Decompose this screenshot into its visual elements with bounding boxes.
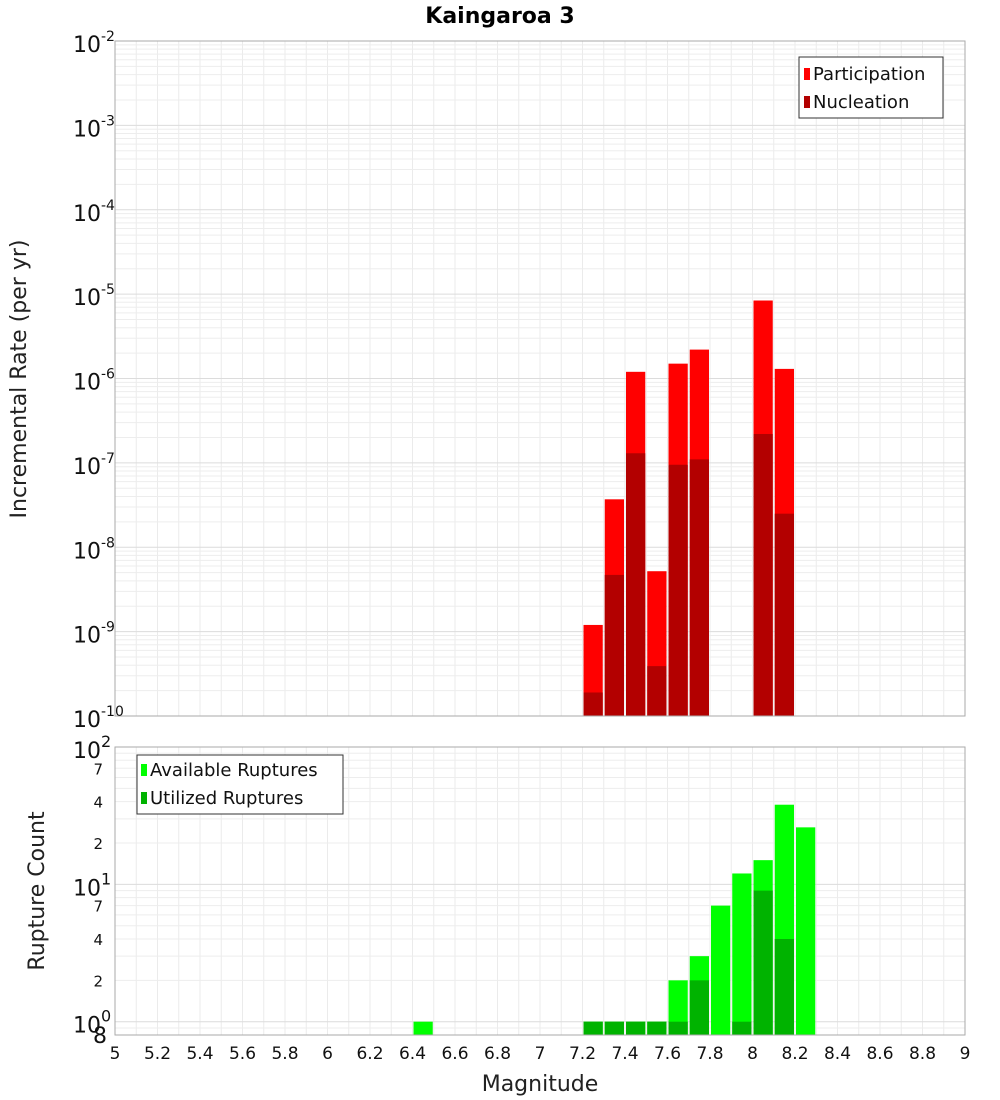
bottom-y-tick-label: 100 bbox=[73, 1007, 111, 1039]
bottom-y-minor-label: 2 bbox=[93, 972, 103, 990]
x-tick-label: 5 bbox=[110, 1044, 121, 1064]
x-tick-label: 6.6 bbox=[441, 1044, 468, 1064]
bottom-y-tick-label: 101 bbox=[73, 869, 111, 901]
bottom-y-tick-label: 102 bbox=[73, 732, 111, 764]
top-plot-frame bbox=[114, 40, 966, 717]
top-bar-s2 bbox=[689, 459, 709, 716]
top-y-tick-label: 10-7 bbox=[73, 451, 115, 480]
bottom-y-minor-label: 8 bbox=[93, 1024, 107, 1049]
top-y-tick-label: 10-6 bbox=[73, 367, 115, 396]
top-panel: 10-10 10-9 10-8 10-7 10-6 10-5 10-4 10-3 10-2 Par… bbox=[73, 29, 966, 733]
x-tick-label: 8.2 bbox=[781, 1044, 808, 1064]
top-y-tick-label: 10-10 bbox=[73, 704, 124, 733]
bottom-bar-s2 bbox=[604, 1021, 624, 1035]
bottom-bar-s2 bbox=[647, 1021, 667, 1035]
x-tick-label: 6.8 bbox=[484, 1044, 511, 1064]
x-tick-label: 5.6 bbox=[229, 1044, 256, 1064]
bottom-y-minor-label: 7 bbox=[93, 898, 103, 916]
bottom-bar-s1 bbox=[413, 1021, 433, 1035]
x-axis-title: Magnitude bbox=[482, 1072, 599, 1097]
x-tick-label: 7 bbox=[535, 1044, 546, 1064]
bottom-y-minor-label: 2 bbox=[93, 835, 103, 853]
bottom-bar-s2 bbox=[626, 1021, 646, 1035]
top-legend-label: Participation bbox=[813, 64, 925, 85]
chart-title: Kaingaroa 3 bbox=[425, 4, 574, 29]
top-y-tick-label: 10-3 bbox=[73, 113, 115, 142]
top-bar-s2 bbox=[647, 666, 667, 716]
bottom-bar-s1 bbox=[796, 827, 816, 1035]
top-legend-swatch bbox=[804, 68, 810, 80]
bottom-panel: 100 101 102 8 2 4 7 2 4 7 Available Ruptures Utiliz… bbox=[73, 732, 970, 1064]
x-tick-label: 7.4 bbox=[611, 1044, 638, 1064]
x-tick-label: 8.6 bbox=[866, 1044, 893, 1064]
x-tick-label: 5.8 bbox=[271, 1044, 298, 1064]
bottom-bar-s1 bbox=[668, 980, 688, 1035]
bottom-bar-s1 bbox=[732, 873, 752, 1035]
bottom-bar-s2 bbox=[753, 890, 773, 1035]
bottom-bar-s2 bbox=[732, 1021, 752, 1035]
x-tick-label: 6.2 bbox=[356, 1044, 383, 1064]
x-tick-label: 7.8 bbox=[696, 1044, 723, 1064]
x-tick-label: 5.2 bbox=[144, 1044, 171, 1064]
top-y-tick-label: 10-4 bbox=[73, 198, 115, 227]
bottom-legend-box bbox=[136, 754, 344, 815]
bottom-plot-frame bbox=[114, 746, 966, 1036]
top-bar-s2 bbox=[753, 433, 773, 716]
top-legend-label: Nucleation bbox=[813, 92, 909, 113]
x-tick-label: 8 bbox=[747, 1044, 758, 1064]
x-tick-label: 6.4 bbox=[399, 1044, 426, 1064]
bottom-y-minor-label: 4 bbox=[93, 794, 103, 812]
top-bar-s2 bbox=[668, 464, 688, 716]
x-tick-label: 5.4 bbox=[186, 1044, 213, 1064]
top-legend-box bbox=[798, 56, 944, 119]
top-y-tick-label: 10-8 bbox=[73, 535, 115, 564]
bottom-legend-swatch bbox=[141, 764, 147, 776]
bottom-legend-swatch bbox=[141, 792, 147, 804]
top-bar-s2 bbox=[604, 574, 624, 716]
bottom-bar-s2 bbox=[583, 1021, 603, 1035]
bottom-y-minor-label: 7 bbox=[93, 760, 103, 778]
bottom-legend-label: Utilized Ruptures bbox=[150, 788, 303, 809]
top-y-tick-label: 10-5 bbox=[73, 282, 115, 311]
bottom-legend-label: Available Ruptures bbox=[150, 760, 318, 781]
top-bar-s2 bbox=[774, 513, 794, 716]
top-bar-s2 bbox=[626, 453, 646, 716]
bottom-y-minor-label: 4 bbox=[93, 931, 103, 949]
x-tick-label: 9 bbox=[960, 1044, 971, 1064]
top-y-tick-label: 10-9 bbox=[73, 620, 115, 649]
bottom-y-axis-title: Rupture Count bbox=[25, 811, 50, 971]
bottom-bar-s1 bbox=[711, 905, 731, 1035]
bottom-bar-s2 bbox=[689, 980, 709, 1035]
top-y-axis-title: Incremental Rate (per yr) bbox=[7, 240, 32, 519]
top-legend-swatch bbox=[804, 96, 810, 108]
top-bar-s2 bbox=[583, 692, 603, 716]
bottom-bar-s2 bbox=[668, 1021, 688, 1035]
x-tick-label: 7.2 bbox=[569, 1044, 596, 1064]
x-tick-label: 6 bbox=[322, 1044, 333, 1064]
x-tick-label: 7.6 bbox=[654, 1044, 681, 1064]
top-y-tick-label: 10-2 bbox=[73, 29, 115, 58]
bottom-bar-s2 bbox=[774, 939, 794, 1035]
x-tick-label: 8.4 bbox=[824, 1044, 851, 1064]
x-tick-label: 8.8 bbox=[909, 1044, 936, 1064]
